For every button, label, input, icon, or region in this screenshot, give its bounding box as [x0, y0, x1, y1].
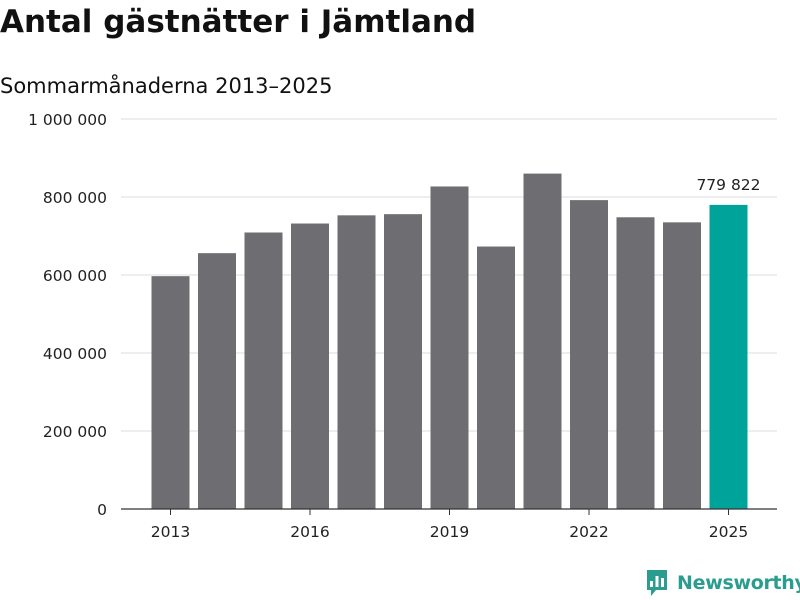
brand: Newsworthy	[645, 568, 800, 598]
bars	[151, 173, 748, 510]
newsworthy-logo-icon	[647, 570, 667, 596]
bar	[709, 204, 748, 509]
x-axis-ticks: 2013 2016 2019 2022 2025	[151, 509, 748, 541]
bar	[384, 214, 422, 509]
y-tick-label: 0	[97, 501, 107, 519]
y-tick-label: 200 000	[43, 423, 107, 441]
chart-title: Antal gästnätter i Jämtland	[0, 4, 477, 40]
brand-name: Newsworthy	[677, 572, 800, 594]
bar	[663, 222, 701, 509]
y-axis-ticks: 0 200 000 400 000 600 000 800 000 1 000 000	[28, 111, 107, 519]
bar	[430, 186, 469, 509]
x-tick-label: 2016	[290, 523, 329, 541]
bar	[198, 253, 236, 509]
y-tick-label: 800 000	[43, 189, 107, 207]
bar	[477, 246, 515, 509]
y-tick-label: 400 000	[43, 345, 107, 363]
chart-subtitle: Sommarmånaderna 2013–2025	[0, 74, 333, 98]
bar-chart: 0 200 000 400 000 600 000 800 000 1 000 000 2…	[28, 111, 777, 541]
y-tick-label: 600 000	[43, 267, 107, 285]
x-tick-label: 2013	[151, 523, 190, 541]
data-label: 779 822	[696, 176, 760, 194]
y-tick-label: 1 000 000	[28, 111, 107, 129]
bar	[570, 200, 608, 509]
x-tick-label: 2025	[709, 523, 748, 541]
bar	[616, 217, 655, 509]
data-labels: 779 822	[696, 176, 760, 194]
bar	[151, 276, 190, 509]
bar	[523, 173, 562, 509]
bar	[337, 215, 376, 509]
bar	[291, 223, 329, 509]
bar	[244, 232, 283, 510]
x-tick-label: 2019	[430, 523, 469, 541]
x-tick-label: 2022	[569, 523, 608, 541]
